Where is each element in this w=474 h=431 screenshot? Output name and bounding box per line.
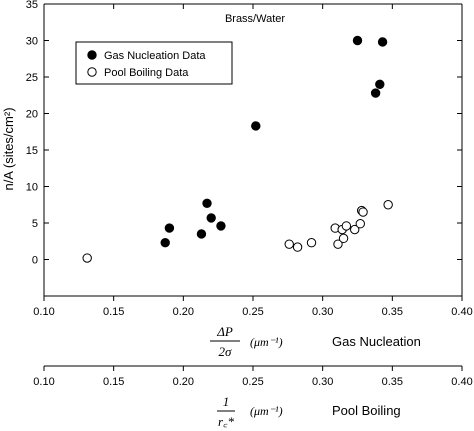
x-axis-1-formula-numerator: ΔP <box>216 324 233 339</box>
y-tick-label: 30 <box>26 36 38 48</box>
x-axis-2-unit: (μm⁻¹) <box>250 404 283 418</box>
legend: Gas Nucleation Data Pool Boiling Data <box>75 41 233 85</box>
pool-boiling-point <box>292 242 303 252</box>
x-axis-2-tick-label: 0.15 <box>103 376 124 388</box>
gas-nucleation-point <box>216 221 226 231</box>
x-axis-gas-nucleation: 0.10 0.15 0.20 0.25 0.30 0.35 0.40 <box>33 4 473 318</box>
gas-nucleation-point <box>377 37 388 47</box>
y-axis-label: n/A (sites/cm²) <box>1 107 16 190</box>
legend-marker-pool-boiling <box>87 67 97 77</box>
x-axis-2-title: 1 r꜀* (μm⁻¹) Pool Boiling <box>217 394 401 429</box>
y-tick-label: 35 <box>26 0 38 11</box>
gas-nucleation-point <box>160 238 170 248</box>
pool-boiling-point <box>338 233 349 244</box>
x-axis-2-tick-label: 0.25 <box>242 376 263 388</box>
legend-box <box>75 41 233 85</box>
pool-boiling-point <box>333 239 343 249</box>
x-axis-1-formula-denominator: 2σ <box>219 344 233 359</box>
gas-nucleation-point <box>206 213 216 223</box>
legend-label-gas-nucleation: Gas Nucleation Data <box>104 50 206 62</box>
x-axis-2-formula-denominator: r꜀* <box>218 414 235 429</box>
y-axis: 0 5 10 15 20 25 30 35 <box>26 0 462 267</box>
x-axis-1-tick-label: 0.25 <box>242 306 263 318</box>
gas-nucleation-point <box>370 88 381 98</box>
legend-label-pool-boiling: Pool Boiling Data <box>104 67 189 79</box>
x-axis-2-tick-label: 0.30 <box>312 376 333 388</box>
x-axis-1-tick-label: 0.40 <box>451 306 472 318</box>
pool-boiling-point <box>358 207 368 217</box>
pool-boiling-point <box>284 239 294 249</box>
x-axis-1-tick-label: 0.15 <box>103 306 124 318</box>
x-axis-1-unit: (μm⁻¹) <box>250 335 283 349</box>
chart-title: Brass/Water <box>225 13 285 25</box>
x-axis-2-tick-label: 0.35 <box>382 376 403 388</box>
y-tick-label: 25 <box>26 72 38 84</box>
pool-boiling-point <box>306 238 317 248</box>
x-axis-1-tick-label: 0.10 <box>33 306 54 318</box>
gas-nucleation-point <box>196 229 207 239</box>
x-axis-2-tick-label: 0.40 <box>451 376 472 388</box>
pool-boiling-point <box>383 200 393 210</box>
x-axis-2-tick-label: 0.20 <box>173 376 194 388</box>
gas-nucleation-point <box>375 79 385 90</box>
x-axis-2-formula-numerator: 1 <box>223 394 230 409</box>
x-axis-1-tick-label: 0.20 <box>173 306 194 318</box>
y-tick-label: 15 <box>26 145 38 157</box>
pool-boiling-point <box>355 219 365 229</box>
y-tick-label: 20 <box>26 109 38 121</box>
x-axis-2-tick-label: 0.10 <box>33 376 54 388</box>
y-tick-label: 5 <box>32 218 38 230</box>
gas-nucleation-point <box>251 121 261 131</box>
x-axis-pool-boiling: 0.10 0.15 0.20 0.25 0.30 0.35 0.40 <box>33 365 473 388</box>
y-tick-label: 0 <box>32 255 38 267</box>
x-axis-1-tick-label: 0.30 <box>312 306 333 318</box>
gas-nucleation-point <box>352 35 363 46</box>
data-points <box>82 35 393 263</box>
x-axis-1-label: Gas Nucleation <box>332 334 421 349</box>
gas-nucleation-point <box>164 223 175 233</box>
pool-boiling-point <box>82 253 92 263</box>
x-axis-1-tick-label: 0.35 <box>382 306 403 318</box>
x-axis-2-label: Pool Boiling <box>332 403 401 418</box>
legend-marker-gas-nucleation <box>87 50 97 60</box>
y-tick-label: 10 <box>26 182 38 194</box>
pool-boiling-point <box>350 224 360 235</box>
x-axis-1-title: ΔP 2σ (μm⁻¹) Gas Nucleation <box>210 324 421 359</box>
pool-boiling-point <box>341 221 352 231</box>
gas-nucleation-point <box>202 198 212 208</box>
